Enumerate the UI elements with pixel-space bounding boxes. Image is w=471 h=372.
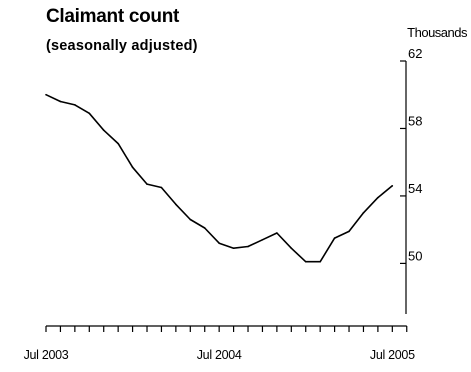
y-tick-label: 62 <box>408 46 422 61</box>
data-point <box>131 166 134 169</box>
data-point <box>102 129 105 131</box>
data-point <box>160 186 163 189</box>
chart-title: Claimant count <box>46 6 180 27</box>
x-axis: Jul 2003 Jul 2004 Jul 2005 <box>24 325 415 362</box>
data-point <box>391 185 394 187</box>
data-point <box>333 237 336 239</box>
x-tick-label: Jul 2003 <box>24 348 69 362</box>
data-point <box>304 260 307 263</box>
data-point <box>348 230 350 233</box>
data-point <box>59 100 62 103</box>
data-point <box>45 93 47 96</box>
data-point <box>175 203 177 206</box>
series-line <box>45 93 393 263</box>
x-tick-label: Jul 2004 <box>197 348 242 362</box>
data-point <box>247 245 249 248</box>
data-point <box>203 227 206 229</box>
data-point <box>319 260 321 263</box>
y-tick-label: 54 <box>408 181 422 196</box>
data-point <box>276 232 278 234</box>
data-point <box>290 247 293 250</box>
y-axis: 50 54 58 62 <box>400 46 422 314</box>
y-tick-label: 50 <box>408 248 422 263</box>
data-point <box>88 112 91 115</box>
chart-subtitle: (seasonally adjusted) <box>46 38 198 54</box>
data-point <box>261 238 264 241</box>
data-point <box>189 218 192 221</box>
y-axis-unit-label: Thousands <box>407 25 467 40</box>
y-tick-label: 58 <box>408 113 422 128</box>
data-point <box>362 212 365 214</box>
x-tick-label: Jul 2005 <box>370 348 415 362</box>
series-layer <box>45 93 394 263</box>
data-point <box>232 247 235 250</box>
data-point <box>74 104 76 106</box>
data-point <box>377 196 379 199</box>
data-point <box>146 183 148 185</box>
data-point <box>117 142 119 145</box>
data-point <box>218 242 220 244</box>
